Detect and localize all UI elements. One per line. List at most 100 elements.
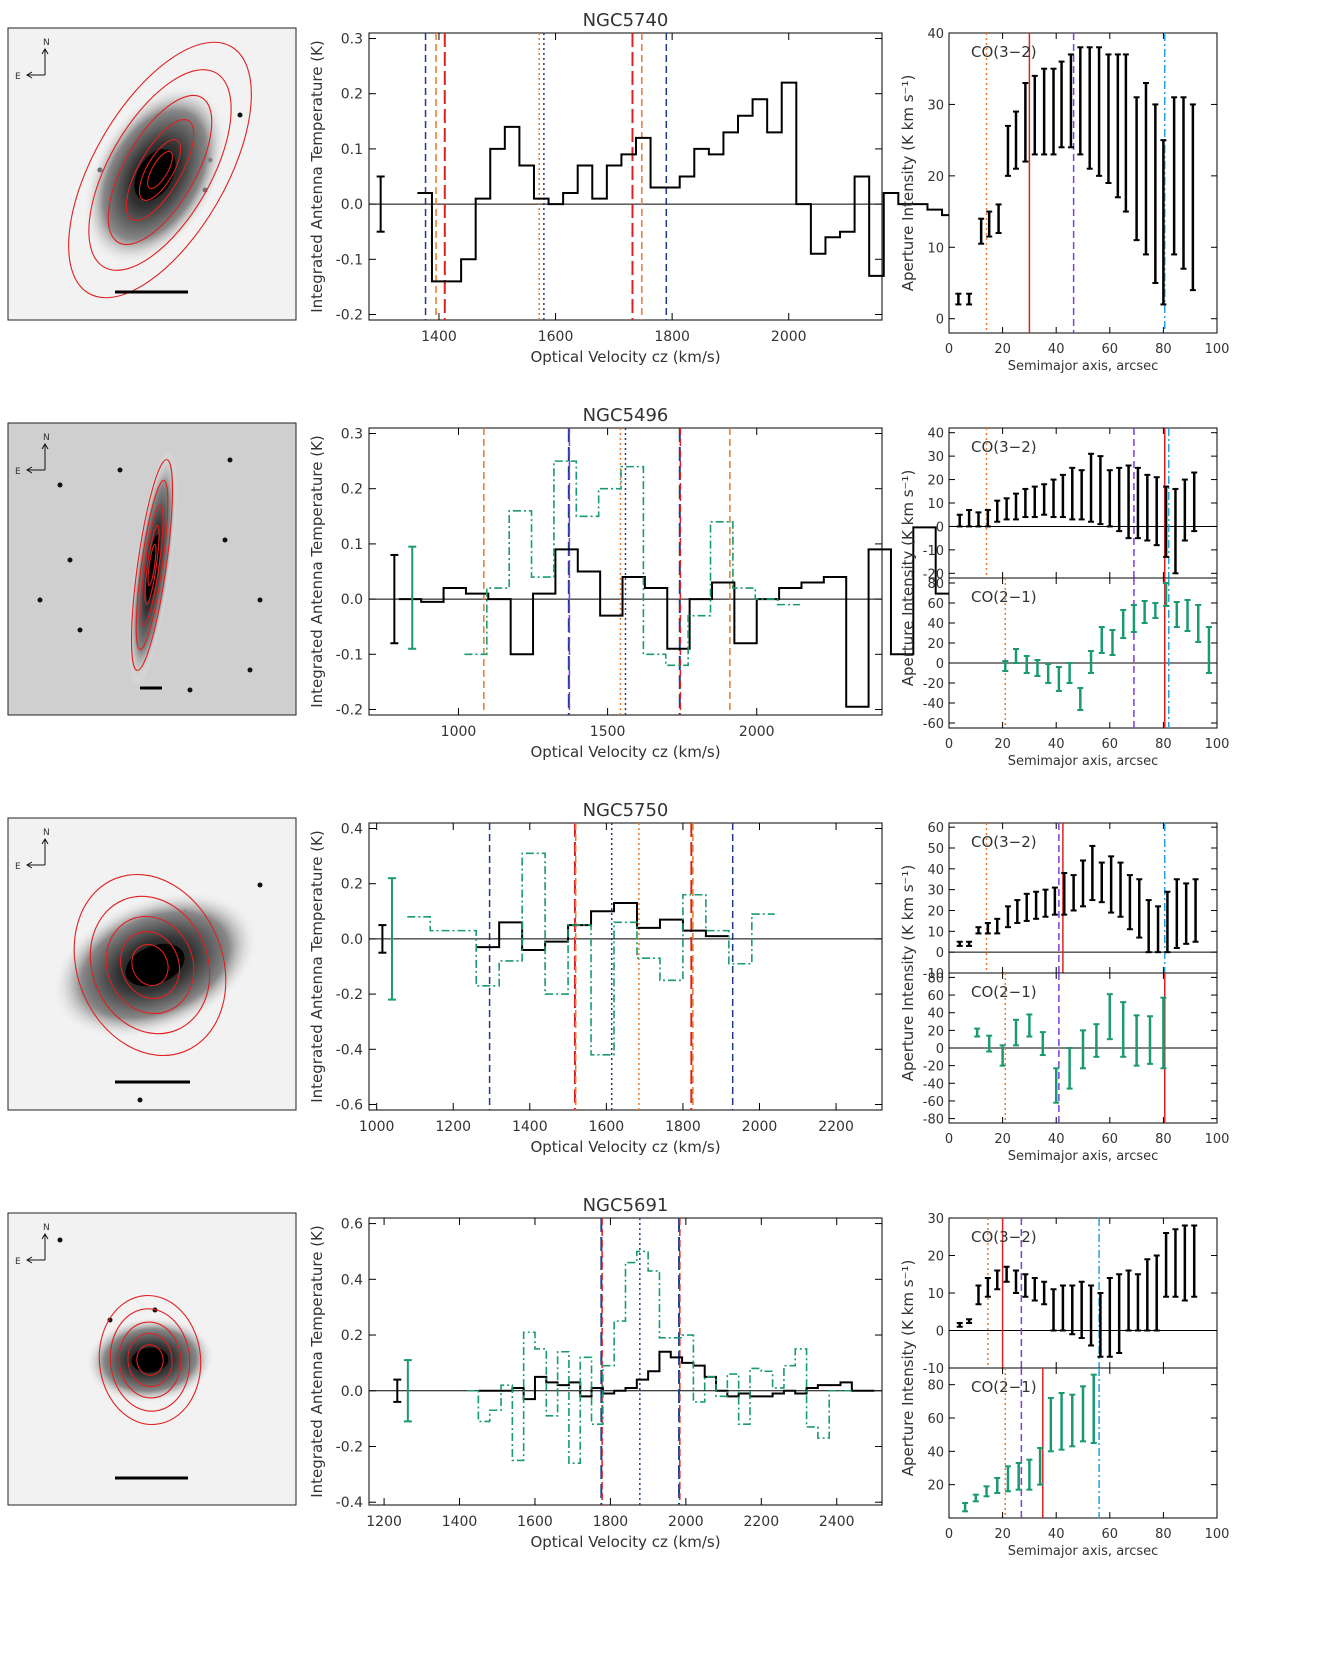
y-axis-label: Aperture Intensity (K km s⁻¹) xyxy=(899,470,917,687)
compass-east-label: E xyxy=(15,467,21,477)
flux-contour xyxy=(147,150,173,190)
galaxy-image-4: NE xyxy=(7,1212,297,1506)
y-tick-label: 40 xyxy=(927,863,944,878)
y-tick-label: 10 xyxy=(927,241,944,256)
y-tick-label: 0.2 xyxy=(341,87,363,103)
arrowhead xyxy=(26,71,33,79)
y-tick-label: 40 xyxy=(927,427,944,442)
x-tick-label: 80 xyxy=(1155,1132,1172,1147)
flux-contour xyxy=(147,543,157,587)
chart-title: NGC5750 xyxy=(583,800,669,821)
y-tick-label: 60 xyxy=(927,597,944,612)
profile-subplot-co21: -60 -40 -20 0 20 40 60 80 CO(2−1) xyxy=(923,577,1218,732)
star-dot xyxy=(257,597,263,603)
y-tick-label: -60 xyxy=(923,717,944,732)
flux-contour xyxy=(136,1344,164,1376)
profile-subplot-co32: -10 0 10 20 30 40 50 60 CO(3−2) xyxy=(923,821,1218,982)
y-tick-label: -0.1 xyxy=(336,252,363,268)
x-axis-label: Optical Velocity cz (km/s) xyxy=(530,348,720,366)
y-tick-label: -0.2 xyxy=(336,307,363,323)
spectrum-panel-3: NGC5750 1000 1200 1400 1600 1800 2000 2200 -0.6 -… xyxy=(308,800,883,1156)
profile-subplot-co21: 20 40 60 80 CO(2−1) xyxy=(927,1367,1218,1519)
x-tick-label: 1000 xyxy=(441,724,477,740)
y-tick-label: 0.2 xyxy=(341,877,363,893)
y-tick-label: 30 xyxy=(927,1212,944,1227)
star-dot xyxy=(57,1237,63,1243)
y-axis-label: Integrated Antenna Temperature (K) xyxy=(308,40,326,313)
y-tick-label: 30 xyxy=(927,450,944,465)
y-tick-label: -20 xyxy=(923,677,944,692)
y-tick-label: 0 xyxy=(936,1042,944,1057)
chart-title: NGC5740 xyxy=(583,10,669,31)
chart-title: NGC5691 xyxy=(583,1195,669,1216)
transition-label: CO(3−2) xyxy=(971,43,1037,61)
y-tick-label: 0.4 xyxy=(341,822,363,838)
y-tick-label: -0.4 xyxy=(336,1495,363,1511)
y-axis-label: Aperture Intensity (K km s⁻¹) xyxy=(899,865,917,1082)
x-tick-label: 0 xyxy=(945,342,953,357)
y-tick-label: 0.0 xyxy=(341,932,363,948)
y-tick-label: -0.1 xyxy=(336,647,363,663)
y-tick-label: 40 xyxy=(927,617,944,632)
plot-frame xyxy=(948,577,1218,729)
x-tick-label: 80 xyxy=(1155,342,1172,357)
flux-contour xyxy=(125,118,195,222)
compass-north-label: N xyxy=(43,828,50,838)
y-tick-label: -0.2 xyxy=(336,987,363,1003)
x-tick-label: 1400 xyxy=(442,1514,478,1530)
y-tick-label: 0 xyxy=(936,313,944,328)
x-tick-label: 2000 xyxy=(739,724,775,740)
x-tick-label: 2400 xyxy=(819,1514,855,1530)
y-tick-label: 60 xyxy=(927,1412,944,1427)
arrowhead xyxy=(26,466,33,474)
y-tick-label: 0.3 xyxy=(341,32,363,48)
x-tick-label: 1800 xyxy=(654,329,690,345)
star-dot xyxy=(237,112,243,118)
x-axis-label: Semimajor axis, arcsec xyxy=(1008,1149,1159,1164)
x-tick-label: 1600 xyxy=(538,329,574,345)
x-tick-label: 40 xyxy=(1048,737,1065,752)
x-tick-label: 2200 xyxy=(818,1119,854,1135)
x-tick-label: 80 xyxy=(1155,737,1172,752)
y-tick-label: 50 xyxy=(927,842,944,857)
x-tick-label: 40 xyxy=(1048,342,1065,357)
x-tick-label: 1000 xyxy=(359,1119,395,1135)
x-tick-label: 0 xyxy=(945,737,953,752)
profile-subplot-co32: -20 -10 0 10 20 30 40 CO(3−2) xyxy=(923,427,1218,582)
y-tick-label: -10 xyxy=(923,1362,944,1377)
y-tick-label: 80 xyxy=(927,577,944,592)
co32-spectrum xyxy=(398,526,981,708)
y-tick-label: 80 xyxy=(927,1379,944,1394)
compass-north-label: N xyxy=(43,1223,50,1233)
y-tick-label: 0.4 xyxy=(341,1272,363,1288)
x-tick-label: 1200 xyxy=(366,1514,402,1530)
arrowhead xyxy=(41,443,49,450)
plot-frame xyxy=(368,822,883,1111)
x-tick-label: 100 xyxy=(1205,1527,1230,1542)
co21-spectrum xyxy=(407,852,775,1056)
co21-spectrum xyxy=(467,1250,852,1464)
compass-east-label: E xyxy=(15,72,21,82)
plot-frame xyxy=(368,427,883,716)
x-tick-label: 1800 xyxy=(665,1119,701,1135)
co32-spectrum xyxy=(478,1350,875,1401)
flux-contour xyxy=(131,943,169,987)
y-tick-label: -10 xyxy=(923,544,944,559)
y-tick-label: 80 xyxy=(927,971,944,986)
y-tick-label: 0.3 xyxy=(341,427,363,443)
x-axis-label: Optical Velocity cz (km/s) xyxy=(530,1138,720,1156)
y-tick-label: 20 xyxy=(927,170,944,185)
flux-contour xyxy=(118,1321,182,1399)
transition-label: CO(2−1) xyxy=(971,983,1037,1001)
x-tick-label: 0 xyxy=(945,1527,953,1542)
y-axis-label: Integrated Antenna Temperature (K) xyxy=(308,830,326,1103)
x-tick-label: 1400 xyxy=(512,1119,548,1135)
x-tick-label: 80 xyxy=(1155,1527,1172,1542)
y-tick-label: -40 xyxy=(923,1077,944,1092)
x-tick-label: 2200 xyxy=(743,1514,779,1530)
transition-label: CO(3−2) xyxy=(971,1228,1037,1246)
